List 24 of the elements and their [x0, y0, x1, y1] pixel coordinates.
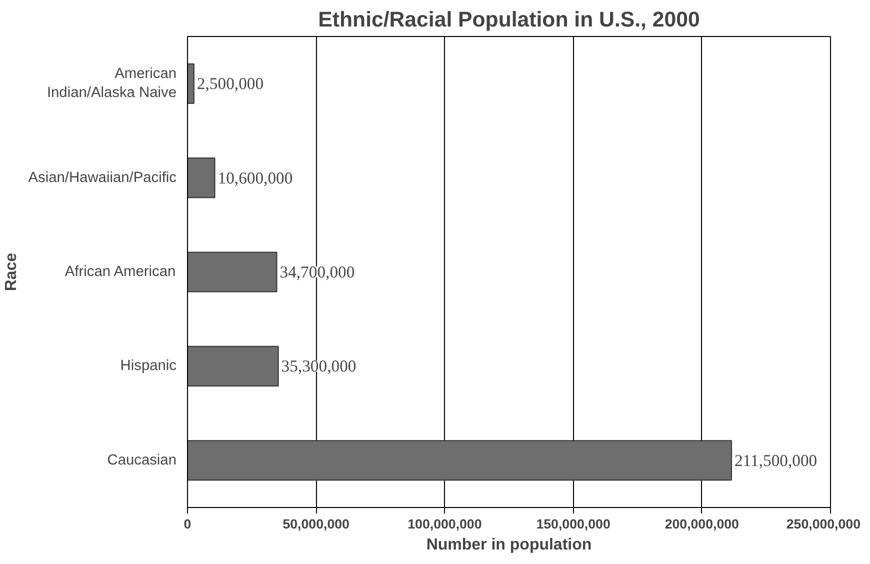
x-tick-label: 100,000,000 [408, 516, 482, 532]
chart-title: Ethnic/Racial Population in U.S., 2000 [318, 8, 700, 32]
bar [188, 252, 278, 292]
x-tick-label: 0 [184, 516, 192, 532]
y-axis-title: Race [3, 252, 20, 292]
bar [188, 346, 279, 386]
y-tick-label: Asian/Hawaiian/Pacific [28, 170, 177, 186]
data-label: 35,300,000 [281, 356, 356, 376]
x-axis-title: Number in population [426, 536, 592, 554]
y-tick-label: Caucasian [107, 452, 177, 468]
bar [188, 158, 216, 198]
x-tick-label: 250,000,000 [786, 516, 861, 532]
y-tick-label: African American [64, 264, 176, 280]
data-label: 10,600,000 [218, 168, 293, 188]
x-tick-label: 200,000,000 [664, 516, 739, 532]
x-tick-label: 150,000,000 [536, 516, 610, 532]
bar [188, 63, 194, 104]
bar [188, 440, 732, 481]
data-label: 34,700,000 [280, 262, 355, 282]
data-label: 2,500,000 [196, 74, 264, 94]
data-label: 211,500,000 [734, 450, 818, 470]
y-tick-label: Hispanic [120, 358, 177, 374]
y-tick-label: American Indian/Alaska Naive [46, 66, 177, 102]
x-tick-label: 50,000,000 [282, 516, 350, 532]
